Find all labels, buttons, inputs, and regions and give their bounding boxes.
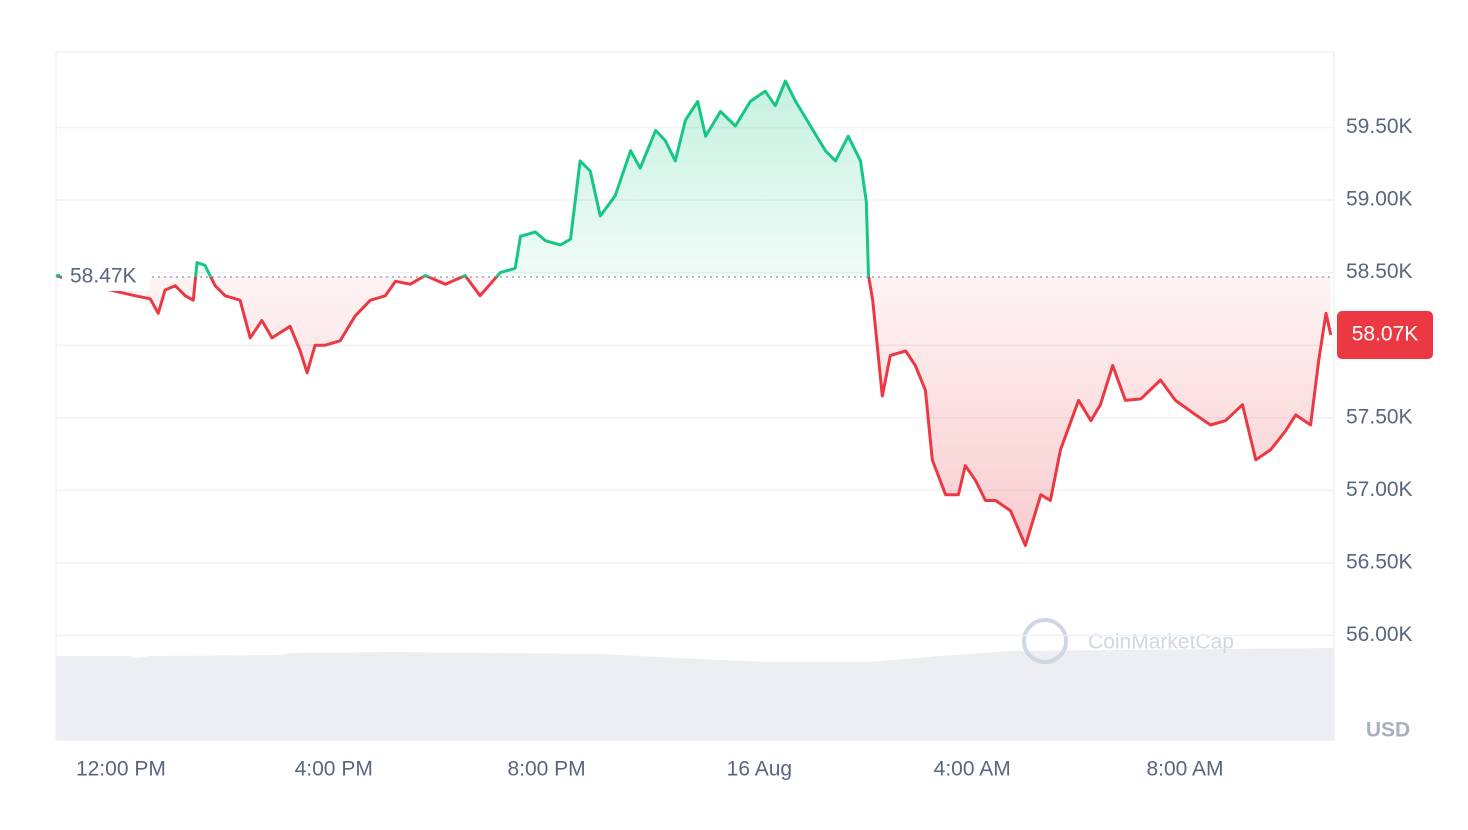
- y-tick-label: 59.00K: [1346, 188, 1413, 211]
- y-tick-label: 56.00K: [1346, 623, 1413, 646]
- area-down: [56, 276, 1331, 546]
- x-tick-label: 4:00 PM: [295, 758, 373, 781]
- y-tick-label: 57.00K: [1346, 478, 1413, 501]
- x-tick-label: 8:00 AM: [1146, 758, 1223, 781]
- y-tick-label: 56.50K: [1346, 550, 1413, 573]
- currency-label: USD: [1366, 719, 1410, 742]
- y-tick-label: 58.50K: [1346, 260, 1413, 283]
- last-price-badge: [1337, 311, 1433, 360]
- watermark: CoinMarketCap: [1088, 631, 1234, 654]
- reference-label: 58.47K: [70, 265, 137, 288]
- y-tick-label: 59.50K: [1346, 115, 1413, 138]
- x-tick-label: 8:00 PM: [507, 758, 585, 781]
- volume-area: [56, 648, 1334, 740]
- y-tick-label: 57.50K: [1346, 405, 1413, 428]
- reference-marker: [57, 273, 60, 277]
- x-tick-label: 16 Aug: [727, 758, 792, 781]
- price-line-down: [55, 276, 1333, 547]
- area-up: [56, 81, 869, 277]
- watermark-logo: [1022, 618, 1068, 664]
- price-line-up: [55, 79, 871, 277]
- plot: 56.00K56.50K57.00K57.50K58.00K58.50K59.0…: [55, 79, 1433, 781]
- reference-label-bg: [62, 262, 150, 291]
- x-tick-label: 12:00 PM: [76, 758, 166, 781]
- x-tick-label: 4:00 AM: [934, 758, 1011, 781]
- last-price-label: 58.07K: [1352, 323, 1419, 346]
